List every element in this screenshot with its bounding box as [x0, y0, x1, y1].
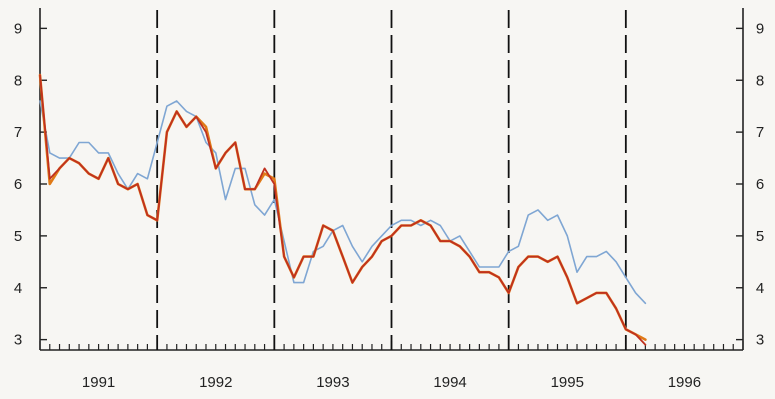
left-tick-label: 7: [14, 124, 22, 141]
right-tick-label: 4: [756, 280, 764, 297]
right-tick-label: 6: [756, 176, 764, 193]
left-tick-label: 4: [14, 280, 22, 297]
right-tick-label: 8: [756, 72, 764, 89]
series-orange-line: [38, 73, 647, 341]
year-dividers: [156, 10, 627, 350]
left-y-axis: 3 4 5 6 7 8 9: [14, 8, 47, 350]
series-red-line: [39, 74, 647, 346]
year-label: 1996: [668, 374, 701, 391]
year-label: 1993: [316, 374, 349, 391]
year-label: 1995: [551, 374, 584, 391]
left-tick-label: 8: [14, 72, 22, 89]
right-y-axis: 3 4 5 6 7 8 9: [736, 8, 764, 350]
right-tick-label: 3: [756, 332, 764, 349]
right-tick-label: 9: [756, 20, 764, 37]
right-tick-label: 5: [756, 228, 764, 245]
left-tick-label: 3: [14, 332, 22, 349]
left-tick-label: 5: [14, 228, 22, 245]
year-label: 1991: [82, 374, 115, 391]
year-label: 1994: [433, 374, 466, 391]
right-tick-label: 7: [756, 124, 764, 141]
left-tick-label: 9: [14, 20, 22, 37]
left-tick-label: 6: [14, 176, 22, 193]
series-blue-line: [39, 100, 647, 305]
series-layer: [38, 73, 647, 346]
year-label: 1992: [199, 374, 232, 391]
year-labels: 1991 1992 1993 1994 1995 1996: [82, 374, 701, 391]
